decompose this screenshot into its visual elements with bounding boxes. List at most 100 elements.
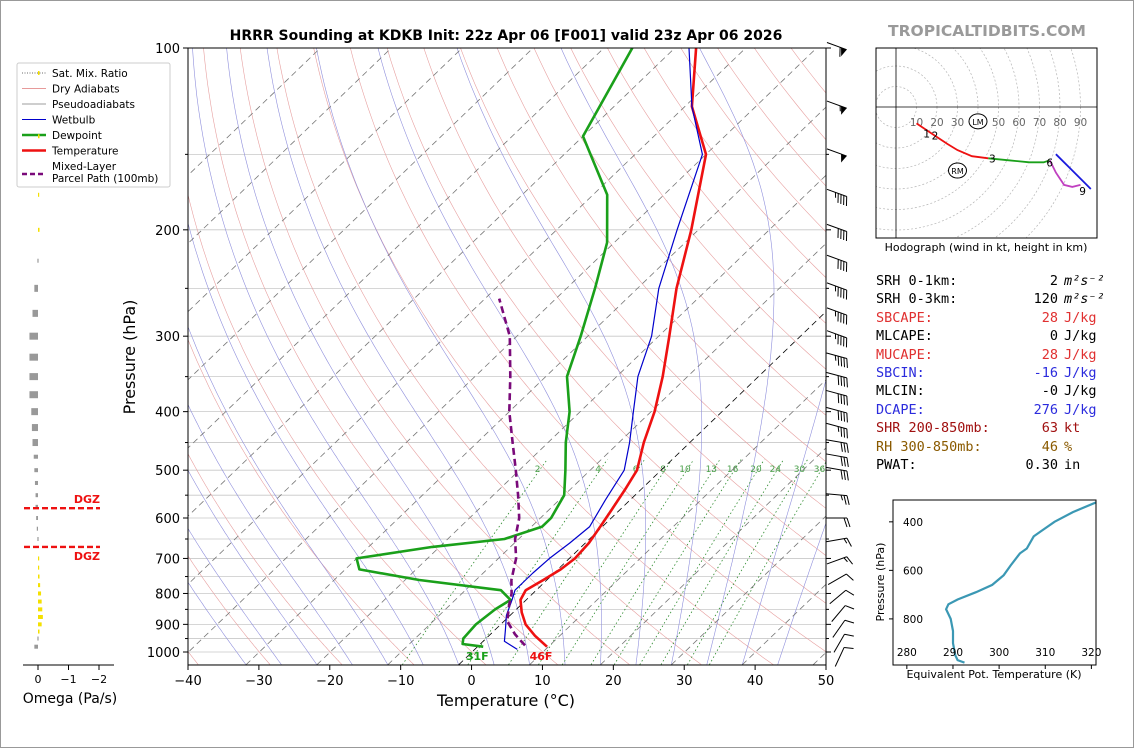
theta-e-trace bbox=[944, 501, 1096, 664]
series-wetbulb bbox=[503, 48, 703, 650]
barb-flag bbox=[845, 262, 848, 272]
pseudoadiabat bbox=[192, 48, 459, 665]
mixing-ratio-label: 4 bbox=[595, 465, 601, 475]
param-row: SBCAPE: 28 J/kg bbox=[876, 309, 1106, 327]
param-unit: J/kg bbox=[1064, 365, 1097, 382]
dry-adiabat bbox=[276, 48, 702, 665]
wind-barb bbox=[826, 493, 850, 505]
barb-flag bbox=[845, 290, 848, 300]
wind-barb bbox=[826, 466, 849, 481]
mixing-ratio-line bbox=[709, 461, 826, 665]
barb-half-flag bbox=[834, 192, 837, 198]
hodograph-segment bbox=[1055, 153, 1092, 190]
omega-bar bbox=[38, 71, 40, 76]
storm-motion-marker bbox=[948, 162, 967, 179]
barb-staff bbox=[826, 537, 848, 543]
omega-bar bbox=[32, 439, 38, 447]
barb-flag bbox=[837, 410, 840, 421]
barb-flag bbox=[846, 457, 849, 468]
isotherm bbox=[188, 48, 534, 381]
param-label: SRH 0-1km: bbox=[876, 273, 958, 289]
skewt-plot-area bbox=[187, 47, 827, 666]
wind-barb bbox=[826, 282, 848, 300]
barb-flag bbox=[843, 357, 845, 368]
barb-flag bbox=[845, 589, 855, 596]
barb-flag bbox=[843, 289, 845, 299]
wind-barb bbox=[826, 422, 848, 439]
barb-staff bbox=[833, 633, 845, 653]
wind-barb bbox=[826, 223, 848, 242]
param-label: MLCAPE: bbox=[876, 328, 933, 345]
wind-barb bbox=[826, 352, 848, 368]
mixing-ratio-label: 6 bbox=[633, 465, 639, 475]
mixing-ratio-line bbox=[639, 459, 765, 665]
barb-flag bbox=[846, 495, 850, 505]
pseudoadiabat bbox=[188, 403, 353, 665]
wind-barb bbox=[826, 330, 848, 348]
hodograph-height-label: 2 bbox=[932, 131, 939, 143]
pseudoadiabat bbox=[456, 48, 646, 665]
mixing-ratio-label: 8 bbox=[660, 465, 666, 475]
barb-flag bbox=[837, 393, 840, 404]
wind-barb bbox=[826, 100, 847, 115]
omega-bar bbox=[34, 284, 38, 292]
storm-motion-label: RM bbox=[951, 167, 964, 176]
mixing-ratio-line bbox=[613, 459, 742, 665]
wind-barb bbox=[826, 148, 847, 163]
mixing-ratio-line bbox=[590, 459, 721, 665]
param-row: SRH 0-1km: 2 m²s⁻² bbox=[876, 272, 1106, 290]
barb-flag bbox=[837, 334, 839, 345]
barb-staff bbox=[827, 573, 847, 585]
y-tick-label: 200 bbox=[155, 224, 180, 239]
omega-bar bbox=[29, 332, 38, 340]
omega-bar bbox=[38, 134, 40, 139]
barb-flag bbox=[837, 228, 839, 238]
barb-flag bbox=[846, 470, 849, 481]
barb-flag bbox=[840, 335, 842, 346]
barb-staff bbox=[832, 619, 846, 638]
dry-adiabat bbox=[188, 555, 271, 665]
param-unit: J/kg bbox=[1064, 309, 1097, 326]
legend-label: Temperature bbox=[51, 146, 119, 158]
barb-flag bbox=[846, 412, 848, 423]
param-row: RH 300-850mb: 46% bbox=[876, 438, 1106, 456]
barb-flag bbox=[840, 288, 842, 298]
dry-adiabat bbox=[460, 48, 826, 509]
omega-bar bbox=[34, 468, 38, 473]
hodograph-segment bbox=[916, 122, 989, 160]
y-tick-label: 400 bbox=[155, 406, 180, 421]
pseudoadiabat bbox=[377, 48, 602, 665]
wind-barbs bbox=[826, 42, 855, 667]
param-row: SBCIN: -16 J/kg bbox=[876, 364, 1106, 382]
omega-bar bbox=[38, 192, 40, 197]
param-row: SHR 200-850mb: 63 kt bbox=[876, 419, 1106, 437]
param-value: -16 bbox=[1033, 365, 1058, 382]
barb-flag bbox=[843, 456, 846, 467]
x-tick-label: 30 bbox=[676, 674, 693, 689]
mixing-ratio-line bbox=[467, 459, 608, 665]
param-row: SRH 0-3km: 120 m²s⁻² bbox=[876, 290, 1106, 308]
parameter-table: SRH 0-1km: 2 m²s⁻² SRH 0-3km: 120 m²s⁻² SBCAPE… bbox=[876, 272, 1106, 474]
hodograph-ring-label: 50 bbox=[992, 117, 1005, 129]
param-label: SRH 0-3km: bbox=[876, 291, 958, 308]
param-label: MUCAPE: bbox=[876, 346, 933, 363]
barb-staff bbox=[826, 407, 847, 414]
y-tick-label: 800 bbox=[155, 587, 180, 602]
barb-pennant bbox=[841, 47, 847, 57]
skewt-panel: 246810131620243036 −40−30−20−10010203040… bbox=[120, 42, 834, 710]
barb-staff bbox=[826, 282, 847, 291]
theta-e-x-tick-label: 320 bbox=[1081, 647, 1101, 659]
barb-half-flag bbox=[834, 333, 837, 340]
barb-flag bbox=[844, 646, 854, 650]
barb-half-flag bbox=[834, 355, 837, 361]
dry-adiabat bbox=[533, 48, 826, 416]
param-value: 120 bbox=[1033, 291, 1058, 308]
barb-staff bbox=[826, 188, 847, 197]
omega-tick-label: 0 bbox=[35, 673, 42, 686]
dry-adiabat bbox=[188, 338, 415, 665]
barb-flag bbox=[845, 337, 848, 348]
wind-barb bbox=[834, 646, 854, 667]
pseudoadiabat bbox=[188, 325, 389, 665]
barb-half-flag bbox=[834, 285, 837, 292]
x-tick-label: −40 bbox=[174, 674, 201, 689]
